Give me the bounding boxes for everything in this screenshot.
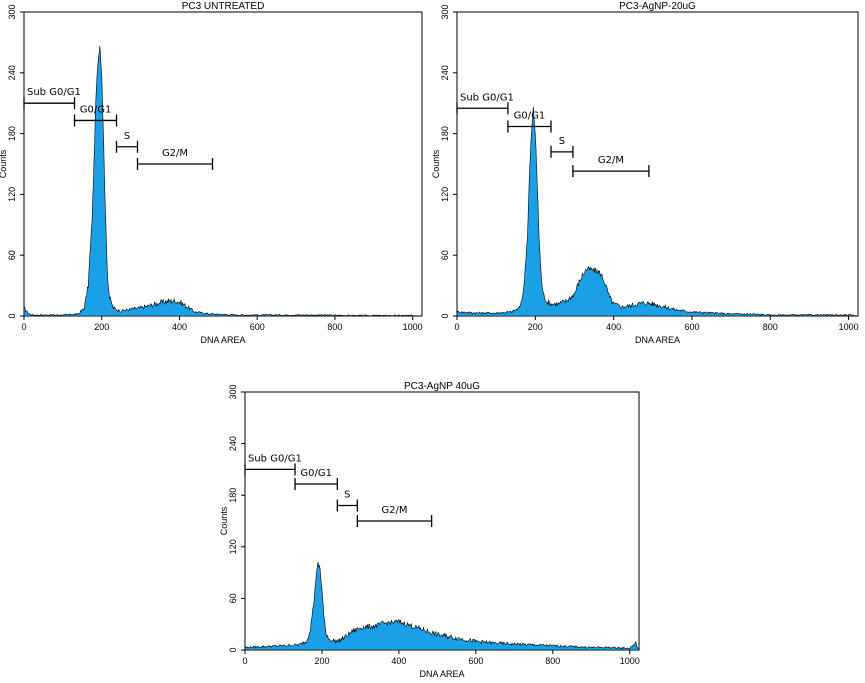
x-tick-label: 800	[763, 322, 778, 332]
x-tick-label: 800	[327, 322, 342, 332]
y-tick-label: 180	[440, 126, 450, 141]
chart-title: PC3 UNTREATED	[182, 1, 265, 12]
x-axis-label: DNA AREA	[635, 335, 680, 345]
x-tick-label: 0	[242, 656, 247, 666]
y-tick-label: 300	[440, 4, 450, 19]
gate-g2-m: G2/M	[356, 505, 433, 527]
x-tick-label: 600	[468, 656, 483, 666]
gate-g0-g1: G0/G1	[73, 104, 118, 127]
x-tick-label: 600	[250, 322, 265, 332]
histogram-chart-agnp-40ug: PC3-AgNP 40uG 0 200 400 600 800 1000 0 60 120 180 2…	[219, 381, 640, 679]
x-tick-label: 400	[606, 322, 621, 332]
gate-s: S	[550, 136, 574, 158]
gate-label: Sub G0/G1	[248, 453, 302, 464]
chart-title: PC3-AgNP-20uG	[619, 1, 696, 12]
y-tick-label: 120	[440, 187, 450, 202]
gate-g2-m: G2/M	[136, 148, 214, 170]
y-tick-label: 120	[7, 187, 17, 202]
histogram-chart-untreated: PC3 UNTREATED 0 200 400 600 800 1000 0 60 120 180 2…	[0, 1, 423, 345]
gate-sub-g0-g1: Sub G0/G1	[23, 87, 81, 110]
x-tick-label: 1000	[839, 322, 859, 332]
y-axis-label: Counts	[431, 149, 441, 178]
histogram-panel-agnp-40ug: PC3-AgNP 40uG 0 200 400 600 800 1000 0 60 120 180 2…	[215, 370, 645, 683]
x-tick-label: 200	[528, 322, 543, 332]
y-tick-label: 300	[7, 4, 17, 19]
y-axis-label: Counts	[219, 506, 229, 535]
gate-s: S	[336, 490, 359, 512]
y-tick-label: 60	[440, 250, 450, 260]
x-axis-label: DNA AREA	[200, 335, 245, 345]
gate-g2-m: G2/M	[572, 155, 650, 178]
x-tick-label: 200	[94, 322, 109, 332]
x-tick-label: 1000	[620, 656, 640, 666]
y-tick-label: 240	[440, 65, 450, 80]
gate-label: G2/M	[381, 505, 407, 516]
gate-s: S	[115, 131, 139, 153]
chart-title: PC3-AgNP 40uG	[404, 381, 480, 392]
gate-label: S	[344, 490, 350, 501]
x-tick-label: 400	[391, 656, 406, 666]
y-tick-label: 0	[228, 647, 238, 652]
y-tick-label: 0	[7, 313, 17, 318]
y-tick-label: 0	[440, 313, 450, 318]
plot-frame	[244, 391, 640, 651]
gate-sub-g0-g1: Sub G0/G1	[244, 453, 302, 476]
histogram-area	[23, 46, 423, 317]
gate-label: S	[124, 131, 130, 142]
x-tick-label: 0	[454, 322, 459, 332]
gate-sub-g0-g1: Sub G0/G1	[456, 92, 514, 115]
y-axis-label: Counts	[0, 149, 8, 178]
x-axis-label: DNA AREA	[419, 669, 464, 679]
x-tick-label: 0	[21, 322, 26, 332]
x-tick-label: 400	[172, 322, 187, 332]
gate-label: Sub G0/G1	[460, 92, 514, 103]
gate-g0-g1: G0/G1	[507, 111, 552, 133]
x-tick-label: 1000	[403, 322, 423, 332]
histogram-area	[244, 561, 640, 651]
histogram-chart-agnp-20ug: PC3-AgNP-20uG 0 200 400 600 800 1000 0 60 120 180 2…	[431, 1, 859, 345]
histogram-panel-untreated: PC3 UNTREATED 0 200 400 600 800 1000 0 60 120 180 2…	[0, 0, 430, 360]
histogram-area	[456, 106, 858, 317]
gate-label: S	[559, 136, 565, 147]
gate-label: G0/G1	[300, 468, 332, 479]
y-tick-label: 240	[7, 65, 17, 80]
plot-frame	[456, 11, 859, 317]
plot-frame	[23, 11, 423, 317]
y-tick-label: 120	[228, 539, 238, 554]
y-tick-label: 240	[228, 436, 238, 451]
histogram-panel-agnp-20ug: PC3-AgNP-20uG 0 200 400 600 800 1000 0 60 120 180 2…	[430, 0, 865, 360]
x-tick-label: 200	[314, 656, 329, 666]
y-tick-label: 60	[7, 250, 17, 260]
y-tick-label: 180	[228, 488, 238, 503]
gate-label: Sub G0/G1	[27, 87, 81, 98]
y-tick-label: 60	[228, 593, 238, 603]
y-tick-label: 180	[7, 126, 17, 141]
gate-g0-g1: G0/G1	[294, 468, 338, 491]
gate-label: G2/M	[598, 155, 624, 166]
gate-label: G0/G1	[80, 104, 112, 115]
gate-label: G2/M	[162, 148, 188, 159]
x-tick-label: 800	[545, 656, 560, 666]
x-tick-label: 600	[684, 322, 699, 332]
y-tick-label: 300	[228, 384, 238, 399]
gate-label: G0/G1	[514, 111, 546, 122]
